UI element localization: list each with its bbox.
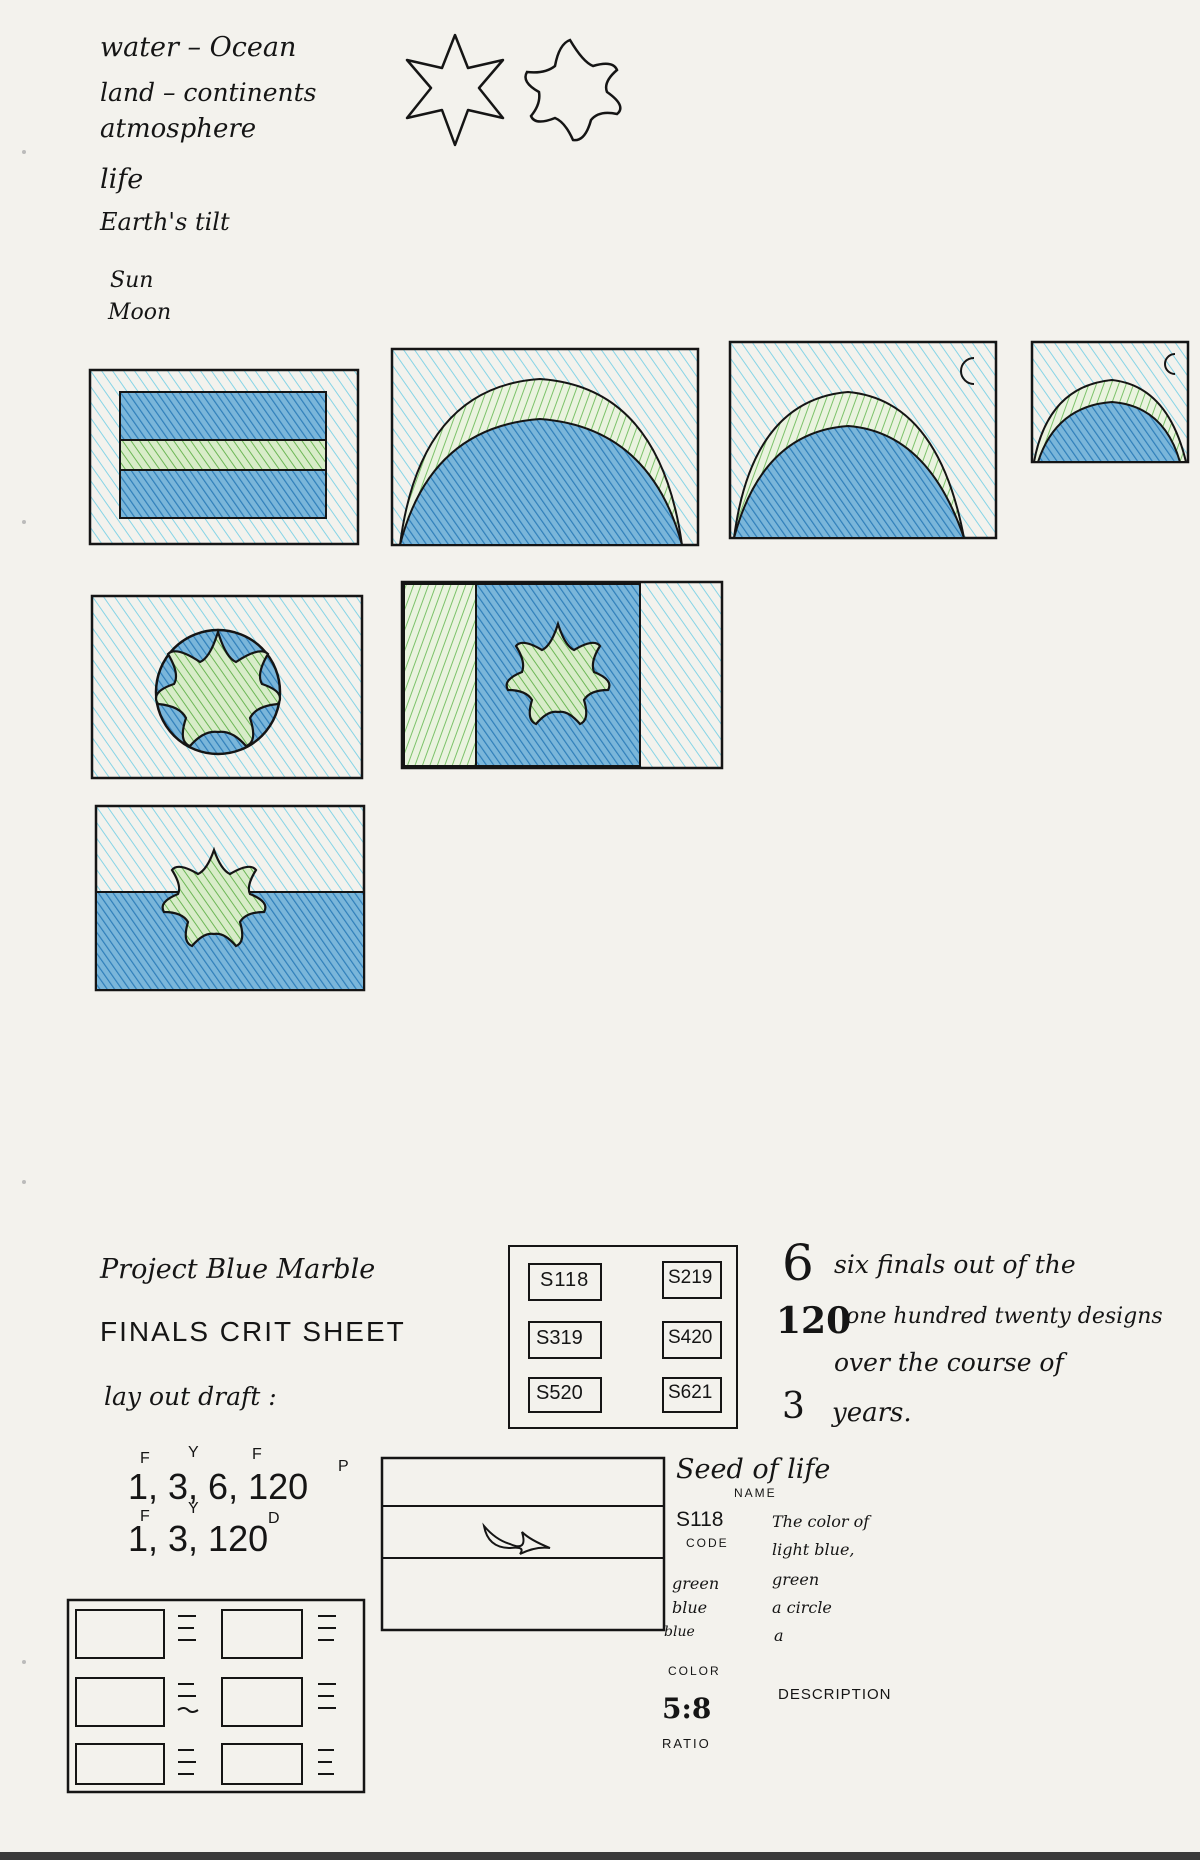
flower-icon xyxy=(505,620,611,726)
sheet-title: Project Blue Marble xyxy=(100,1254,376,1285)
sheet-subtitle: FINALS CRIT SHEET xyxy=(100,1316,406,1347)
seven-point-star-icon xyxy=(405,33,505,147)
codes-grid: S118 S219 S319 S420 S520 S621 xyxy=(508,1245,738,1429)
name-label: NAME xyxy=(734,1486,777,1500)
draft-superscript: D xyxy=(268,1510,282,1527)
stat-text: six finals out of the xyxy=(834,1250,1076,1279)
draft-label: lay out draft : xyxy=(104,1382,277,1411)
scan-edge xyxy=(0,1852,1200,1860)
note-item: Moon xyxy=(108,300,172,325)
stat-text: years. xyxy=(832,1398,912,1428)
thumbnail-box xyxy=(221,1609,303,1659)
stat-number: 6 xyxy=(782,1234,814,1292)
ratio-label: RATIO xyxy=(662,1736,711,1751)
description-line: green xyxy=(772,1570,820,1589)
code-label: S420 xyxy=(668,1327,713,1348)
crescent-moon-icon xyxy=(960,357,975,385)
text-lines-icon xyxy=(318,1683,336,1709)
thumbnail-box xyxy=(221,1677,303,1727)
thumbnail-box xyxy=(75,1609,165,1659)
draft-superscript: F xyxy=(140,1450,152,1467)
note-item: water – Ocean xyxy=(100,32,297,63)
flower-icon xyxy=(161,846,267,948)
eight-petal-flower-icon xyxy=(524,38,622,142)
color-item: blue xyxy=(672,1598,708,1617)
code-label: S118 xyxy=(540,1269,590,1291)
text-lines-icon xyxy=(178,1615,196,1641)
draft-superscript: Y xyxy=(188,1500,201,1517)
whale-tail-flag-sketch xyxy=(380,1456,666,1632)
whale-tail-icon xyxy=(482,1522,551,1555)
color-item: green xyxy=(672,1574,720,1593)
thumbnail-box xyxy=(221,1743,303,1785)
stat-text: one hundred twenty designs xyxy=(846,1304,1163,1329)
code-label: S219 xyxy=(668,1267,713,1288)
flag-sketch xyxy=(94,804,366,992)
text-lines-icon xyxy=(318,1749,334,1775)
flower-icon xyxy=(154,628,282,748)
crescent-moon-icon xyxy=(1164,353,1176,375)
code-box: S319 xyxy=(528,1321,602,1359)
binder-hole xyxy=(22,1180,26,1184)
note-item: Earth's tilt xyxy=(100,208,230,236)
layout-thumbnail-sketch xyxy=(66,1598,366,1794)
flag-sketch xyxy=(390,347,700,547)
code-box: S118 xyxy=(528,1263,602,1301)
binder-hole xyxy=(22,1660,26,1664)
binder-hole xyxy=(22,520,26,524)
color-label: COLOR xyxy=(668,1664,721,1678)
description-label: DESCRIPTION xyxy=(778,1686,892,1703)
description-line: a circle xyxy=(772,1598,832,1617)
code-value: S118 xyxy=(676,1508,724,1531)
flag-sketch xyxy=(728,340,998,540)
flag-sketch xyxy=(1030,340,1190,464)
description-line: a xyxy=(774,1626,784,1645)
draft-superscript: F xyxy=(252,1446,264,1463)
text-lines-icon xyxy=(318,1615,336,1641)
note-item: land – continents xyxy=(100,78,317,107)
draft-superscript: Y xyxy=(188,1444,201,1461)
code-label: CODE xyxy=(686,1536,729,1550)
code-box: S621 xyxy=(662,1377,722,1413)
note-item: atmosphere xyxy=(100,114,257,144)
note-item: life xyxy=(100,164,144,195)
note-item: Sun xyxy=(110,268,154,293)
code-label: S621 xyxy=(668,1382,713,1403)
flag-sketch xyxy=(90,594,364,780)
flag-sketch xyxy=(400,580,724,770)
ratio-value: 5:8 xyxy=(662,1692,712,1725)
draft-line-1: 1, 3, 6, 120 xyxy=(128,1466,309,1507)
text-lines-icon xyxy=(178,1749,196,1775)
draft-superscript: P xyxy=(338,1458,351,1475)
description-line: light blue, xyxy=(772,1540,855,1559)
code-label: S319 xyxy=(536,1327,583,1349)
binder-hole xyxy=(22,150,26,154)
code-box: S219 xyxy=(662,1261,722,1299)
code-box: S520 xyxy=(528,1377,602,1413)
code-label: S520 xyxy=(536,1382,583,1404)
color-item: blue xyxy=(664,1624,695,1640)
draft-superscript: F xyxy=(140,1508,152,1525)
description-line: The color of xyxy=(772,1512,870,1531)
thumbnail-box xyxy=(75,1743,165,1785)
name-value: Seed of life xyxy=(676,1454,831,1485)
flag-sketch xyxy=(88,368,360,546)
star-sketches xyxy=(405,33,622,147)
code-box: S420 xyxy=(662,1321,722,1359)
text-lines-icon xyxy=(177,1683,199,1713)
stat-number: 120 xyxy=(776,1300,852,1342)
thumbnail-box xyxy=(75,1677,165,1727)
stat-number: 3 xyxy=(782,1386,805,1427)
draft-line-2: 1, 3, 120 xyxy=(128,1518,269,1559)
stat-text: over the course of xyxy=(834,1348,1064,1377)
